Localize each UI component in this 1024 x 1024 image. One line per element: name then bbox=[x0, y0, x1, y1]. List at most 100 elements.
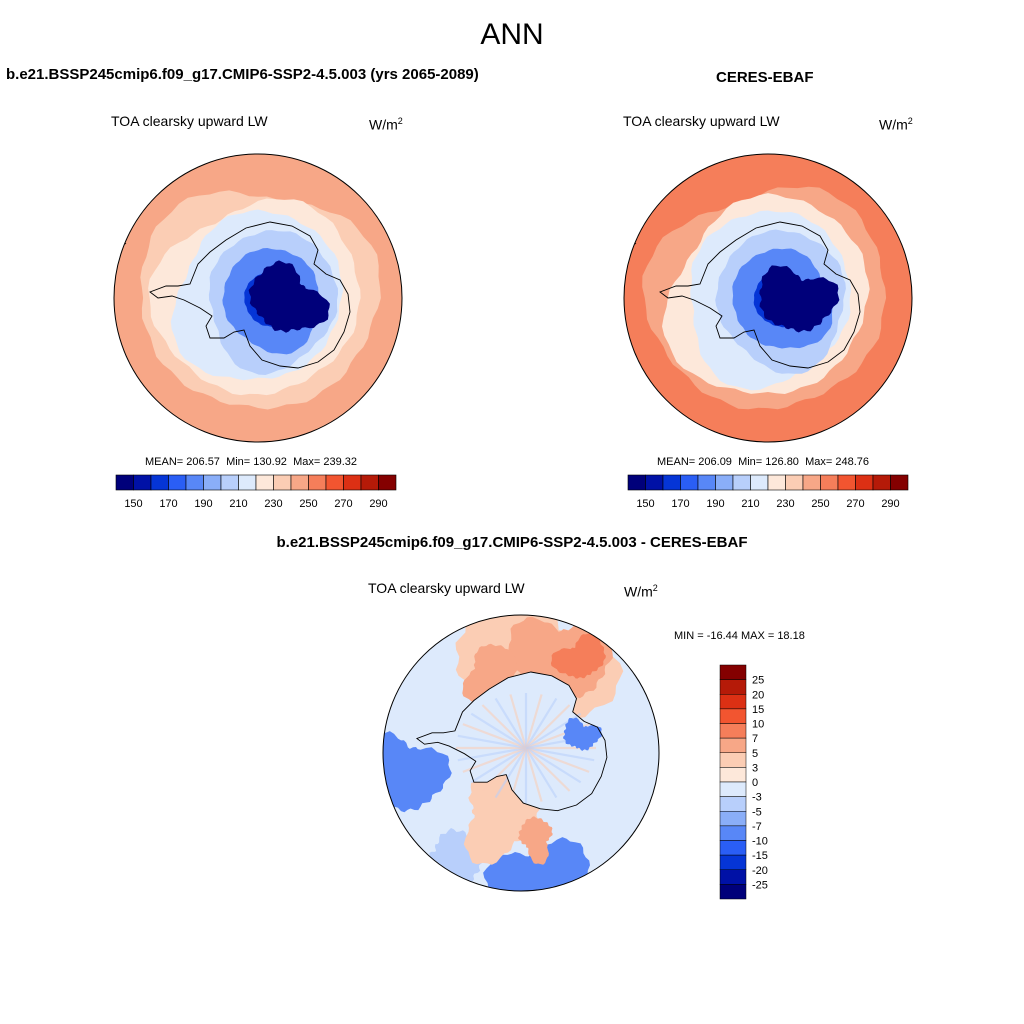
colorbar-tick-label: 210 bbox=[741, 498, 759, 510]
colorbar-tick-label: 20 bbox=[752, 689, 764, 701]
field-streak bbox=[462, 746, 527, 773]
field-patch bbox=[517, 816, 553, 865]
ref-mean: 206.09 bbox=[698, 456, 732, 468]
field-streak bbox=[457, 746, 527, 762]
colorbar-tick-label: 230 bbox=[264, 498, 282, 510]
field-streak bbox=[525, 747, 582, 784]
test-field-name: TOA clearsky upward LW bbox=[111, 113, 268, 129]
test-mean-label: MEAN= bbox=[145, 456, 184, 468]
test-min-label: Min= bbox=[226, 456, 251, 468]
coastline bbox=[415, 671, 608, 812]
colorbar-swatch bbox=[719, 811, 747, 827]
coastline bbox=[659, 221, 861, 369]
colorbar-swatch bbox=[837, 474, 856, 491]
colorbar-swatch bbox=[719, 781, 747, 797]
diff-field-name: TOA clearsky upward LW bbox=[368, 580, 525, 596]
colorbar-swatch bbox=[290, 474, 309, 491]
colorbar-swatch bbox=[802, 474, 821, 491]
colorbar-tick-label: 170 bbox=[671, 498, 689, 510]
colorbar-swatch bbox=[719, 854, 747, 870]
colorbar-tick-label: 290 bbox=[881, 498, 899, 510]
colorbar-tick-label: 3 bbox=[752, 762, 758, 774]
field-streak bbox=[525, 747, 558, 799]
colorbar-swatch bbox=[150, 474, 169, 491]
map-border bbox=[382, 614, 660, 892]
colorbar-swatch bbox=[872, 474, 891, 491]
colorbar-swatch bbox=[680, 474, 699, 491]
field-patch bbox=[383, 731, 452, 813]
ref-colorbar: 150 170 190 210 230 250 270 290 bbox=[627, 474, 909, 510]
colorbar-tick-label: 10 bbox=[752, 719, 764, 731]
ref-max-label: Max= bbox=[805, 456, 833, 468]
colorbar-tick-label: -7 bbox=[752, 821, 762, 833]
test-map bbox=[114, 154, 402, 442]
test-units: W/m2 bbox=[369, 116, 403, 133]
map-border bbox=[623, 153, 913, 443]
ref-min-label: Min= bbox=[738, 456, 763, 468]
colorbar-tick-label: 210 bbox=[229, 498, 247, 510]
ref-stats: MEAN= 206.09 Min= 126.80 Max= 248.76 bbox=[657, 456, 869, 468]
colorbar-tick-label: 150 bbox=[124, 498, 142, 510]
field-streak bbox=[509, 694, 528, 749]
colorbar-swatch bbox=[732, 474, 751, 491]
figure-title: ANN bbox=[480, 18, 544, 51]
colorbar-swatch bbox=[238, 474, 257, 491]
colorbar-swatch bbox=[855, 474, 874, 491]
colorbar-swatch bbox=[719, 767, 747, 783]
field-streak bbox=[457, 734, 527, 750]
colorbar-swatch bbox=[133, 474, 152, 491]
colorbar-swatch bbox=[719, 723, 747, 739]
diff-colorbar: 25 20 15 10 7 5 3 0 -3 -5 -7 -10 -15 -20 -25 bbox=[719, 664, 768, 900]
field-streak bbox=[525, 746, 590, 773]
colorbar-swatch bbox=[750, 474, 769, 491]
colorbar-tick-label: -20 bbox=[752, 865, 768, 877]
colorbar-tick-label: 190 bbox=[194, 498, 212, 510]
test-colorbar: 150 170 190 210 230 250 270 290 bbox=[115, 474, 397, 510]
colorbar-tick-label: -3 bbox=[752, 792, 762, 804]
ref-panel-title: CERES-EBAF bbox=[716, 69, 814, 86]
colorbar-swatch bbox=[343, 474, 362, 491]
field-streak bbox=[481, 704, 527, 749]
colorbar-swatch bbox=[719, 752, 747, 768]
diff-panel-title: b.e21.BSSP245cmip6.f09_g17.CMIP6-SSP2-4.… bbox=[276, 534, 748, 551]
colorbar-swatch bbox=[255, 474, 274, 491]
colorbar-swatch bbox=[719, 694, 747, 710]
colorbar-tick-label: 5 bbox=[752, 748, 758, 760]
colorbar-swatch bbox=[360, 474, 379, 491]
colorbar-tick-label: 250 bbox=[811, 498, 829, 510]
colorbar-swatch bbox=[308, 474, 327, 491]
colorbar-swatch bbox=[719, 708, 747, 724]
ref-map bbox=[624, 154, 912, 442]
colorbar-swatch bbox=[719, 884, 747, 900]
colorbar-swatch bbox=[785, 474, 804, 491]
test-max: 239.32 bbox=[323, 456, 357, 468]
field-streak bbox=[525, 697, 558, 749]
field-streak bbox=[481, 747, 527, 792]
colorbar-swatch bbox=[220, 474, 239, 491]
field-continent bbox=[416, 672, 607, 811]
colorbar-swatch bbox=[719, 737, 747, 753]
ref-min: 126.80 bbox=[765, 456, 799, 468]
field-patch bbox=[483, 837, 591, 891]
colorbar-tick-label: 15 bbox=[752, 704, 764, 716]
field-streak bbox=[525, 747, 571, 792]
colorbar-swatch bbox=[890, 474, 909, 491]
colorbar-swatch bbox=[662, 474, 681, 491]
ref-units: W/m2 bbox=[879, 116, 913, 133]
colorbar-swatch bbox=[627, 474, 646, 491]
colorbar-swatch bbox=[820, 474, 839, 491]
colorbar-tick-label: -25 bbox=[752, 879, 768, 891]
colorbar-swatch bbox=[719, 679, 747, 695]
colorbar-swatch bbox=[273, 474, 292, 491]
field-streak bbox=[524, 747, 543, 802]
colorbar-swatch bbox=[168, 474, 187, 491]
test-max-label: Max= bbox=[293, 456, 321, 468]
colorbar-tick-label: 150 bbox=[636, 498, 654, 510]
field-streak bbox=[525, 704, 571, 749]
colorbar-swatch bbox=[719, 869, 747, 885]
field-patch bbox=[550, 632, 606, 679]
colorbar-swatch bbox=[325, 474, 344, 491]
colorbar-swatch bbox=[115, 474, 134, 491]
field-streak bbox=[470, 747, 527, 784]
